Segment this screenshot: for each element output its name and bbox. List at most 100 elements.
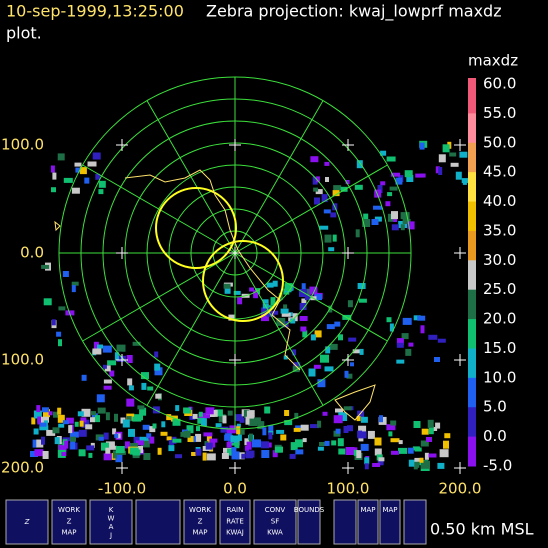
colorbar-swatch [468,319,476,349]
colorbar-swatch [468,113,476,144]
echo [103,432,109,440]
icon-button[interactable] [135,499,181,545]
echo [69,431,79,438]
echo [343,426,349,433]
colorbar-label: 55.0 [483,104,516,122]
echo [196,426,200,432]
echo [98,189,104,195]
echo [102,364,107,369]
echo [237,297,243,305]
echo [337,438,344,447]
echo [324,440,330,446]
echo [396,359,405,364]
echo [290,318,296,324]
echo [74,421,79,427]
echo [166,414,172,421]
echo [58,306,66,311]
echo [97,344,103,349]
echo [406,175,414,182]
echo [280,308,289,314]
x-axis-label: 200.0 [439,480,482,498]
echo [388,431,393,437]
echo [195,433,202,442]
echo [345,447,355,455]
echo [266,282,274,288]
icon-button[interactable] [253,499,297,545]
spoke [146,252,236,406]
icon-label: RAIN [227,506,244,514]
echo [143,453,151,460]
echo [261,450,270,458]
icon-button[interactable] [333,499,357,545]
echo [389,323,394,332]
echo [312,176,318,185]
icon-button[interactable] [183,499,217,545]
echo [166,436,172,441]
echo [407,447,414,454]
echo [80,417,87,423]
echo [461,178,471,184]
icon-button[interactable] [219,499,251,545]
icon-label: RATE [226,517,244,525]
cross-marker [116,139,128,151]
echo [317,446,324,451]
echo [362,219,371,227]
icon-button[interactable] [51,499,87,545]
cross-marker [342,247,354,259]
echo [414,447,422,452]
icon-button[interactable] [403,499,427,545]
echo [168,445,175,452]
echo [301,283,306,292]
cross-marker [229,139,241,151]
echo [300,326,307,332]
echo [408,459,418,467]
echo [264,406,271,414]
echo [317,379,326,388]
echo [299,303,307,310]
colorbar-title: maxdz [468,52,518,70]
echo [246,441,252,450]
echo [438,154,446,163]
echo [231,447,237,453]
echo [407,221,415,230]
echo [325,177,329,182]
echo [52,427,60,434]
icon-button[interactable] [297,499,321,545]
echo [360,443,369,451]
echo [344,370,349,378]
icon-button[interactable] [89,499,133,545]
echo [221,453,229,459]
echo [233,290,241,295]
echo [36,439,44,448]
echo [133,436,141,444]
cross-marker [454,139,466,151]
echo [323,209,331,214]
echo [218,414,226,423]
echo [236,423,241,428]
echo [391,450,399,455]
echo [70,436,76,442]
echo [288,312,293,317]
echo [262,427,267,436]
echo [126,416,132,422]
echo [116,344,126,352]
icon-button[interactable] [379,499,401,545]
echo [346,373,353,379]
echo [438,167,443,175]
echo [128,385,134,391]
echo [105,441,115,448]
echo [449,152,457,157]
icon-label: MAP [192,529,207,537]
echo [374,189,382,198]
icon-label: J [109,532,112,540]
echo [39,425,49,431]
echo [51,319,56,326]
echo [98,436,104,441]
range-circle [202,240,284,322]
echo [439,449,449,458]
icon-button[interactable] [357,499,379,545]
echo [132,341,141,346]
echo [428,334,438,340]
icon-button[interactable] [5,499,49,545]
echo [146,433,152,439]
